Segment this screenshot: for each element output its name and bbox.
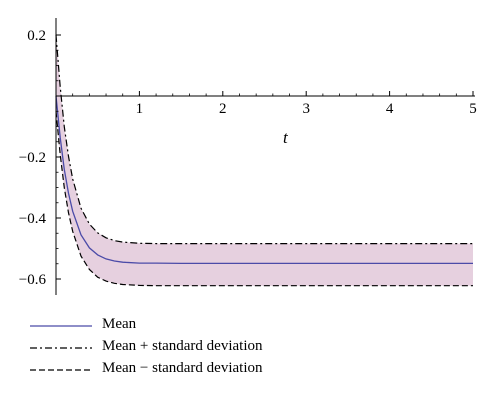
y-tick-label: −0.4 <box>19 211 47 227</box>
legend-swatch-mean-minus-std <box>30 369 92 371</box>
series-layer <box>55 34 473 287</box>
x-tick-label: 5 <box>469 101 477 117</box>
std-band <box>56 35 473 286</box>
x-tick-label: 2 <box>219 101 227 117</box>
legend-label-mean-plus-std: Mean + standard deviation <box>102 338 263 354</box>
y-tick-label: 0.2 <box>27 28 46 44</box>
legend-swatch-mean <box>30 325 92 327</box>
axes-layer: 1 2 3 4 5 0.2 −0.2 −0.4 −0.6 t <box>19 18 477 295</box>
y-tick-label: −0.2 <box>19 150 46 166</box>
legend-label-mean: Mean <box>102 316 137 332</box>
chart: 1 2 3 4 5 0.2 −0.2 −0.4 −0.6 t <box>19 18 477 295</box>
mean-line <box>55 95 473 265</box>
legend-swatch-mean-plus-std <box>30 347 92 349</box>
x-axis-label: t <box>283 128 289 147</box>
mean-plus-std-line <box>55 34 473 245</box>
x-tick-label: 1 <box>136 101 144 117</box>
std-band-layer <box>56 35 473 286</box>
legend-label-mean-minus-std: Mean − standard deviation <box>102 360 263 376</box>
x-tick-label: 3 <box>302 101 310 117</box>
x-tick-label: 4 <box>386 101 394 117</box>
y-tick-label: −0.6 <box>19 272 47 288</box>
